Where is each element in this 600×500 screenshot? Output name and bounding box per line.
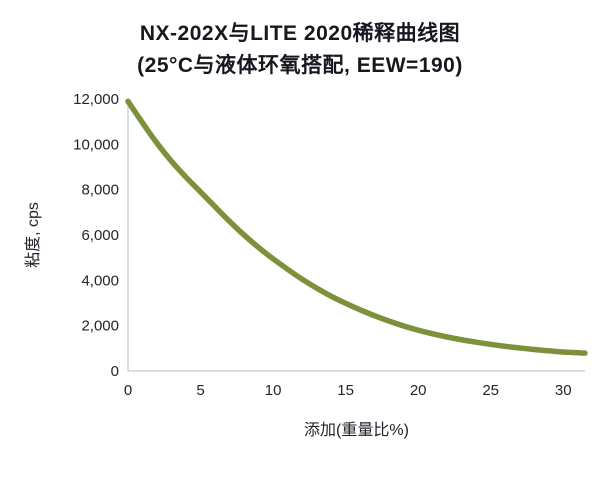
x-tick-label: 15 <box>337 382 354 399</box>
x-tick-label: 30 <box>555 382 572 399</box>
x-axis-title: 添加(重量比%) <box>304 421 409 439</box>
x-tick-label: 5 <box>196 382 204 399</box>
x-tick-label: 10 <box>265 382 282 399</box>
chart-subtitle: (25°C与液体环氧搭配, EEW=190) <box>137 53 463 77</box>
x-tick-label: 0 <box>124 382 132 399</box>
y-tick-label: 10,000 <box>73 136 119 153</box>
y-tick-label: 8,000 <box>81 182 119 199</box>
y-tick-label: 4,000 <box>81 272 119 289</box>
dilution-curve-chart: 0 2,000 4,000 6,000 8,000 10,000 12,000 0 5 10 15 2… <box>24 91 588 439</box>
x-tick-label: 25 <box>482 382 499 399</box>
chart-header: NX-202X与LITE 2020稀释曲线图 (25°C与液体环氧搭配, EEW… <box>0 0 600 81</box>
dilution-curve-line <box>125 98 588 356</box>
x-tick-label: 20 <box>410 382 427 399</box>
y-axis-title: 粘度, cps <box>24 202 42 268</box>
y-tick-label: 2,000 <box>81 318 119 335</box>
y-tick-label: 6,000 <box>81 227 119 244</box>
chart-title: NX-202X与LITE 2020稀释曲线图 <box>139 22 461 45</box>
y-tick-label: 0 <box>111 363 119 380</box>
y-tick-label: 12,000 <box>73 91 119 108</box>
